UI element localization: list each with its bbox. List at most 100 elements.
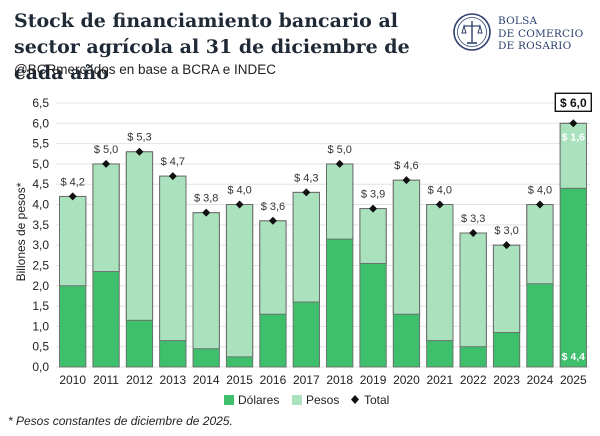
bar-dolares-2025 bbox=[560, 188, 587, 367]
legend-swatch-pesos bbox=[292, 395, 302, 405]
bcr-logo: BOLSA DE COMERCIO DE ROSARIO bbox=[452, 12, 592, 56]
y-tick-label: 1,0 bbox=[32, 319, 49, 333]
x-tick-label: 2023 bbox=[493, 373, 520, 387]
total-label-box-2025 bbox=[554, 92, 593, 113]
y-tick-label: 6,0 bbox=[32, 116, 49, 130]
bar-dolares-2016 bbox=[259, 314, 287, 367]
bar-pesos-2011 bbox=[92, 163, 120, 273]
logo-line-2: DE COMERCIO bbox=[498, 27, 584, 40]
bar-pesos-2022 bbox=[459, 232, 487, 348]
dolares-value-label-2025: $ 4,4 bbox=[562, 351, 586, 363]
bar-pesos-2020 bbox=[392, 179, 421, 315]
total-marker-2018 bbox=[335, 159, 344, 168]
stacked-bar-chart: 0,0 0,5 1,0 1,5 2,0 2,5 3,0 3,5 4,0 4,5 5,0 5,5 6,0 6… bbox=[14, 92, 593, 407]
x-tick-label: 2025 bbox=[560, 373, 587, 387]
footnote: * Pesos constantes de diciembre de 2025. bbox=[8, 414, 233, 428]
y-tick-label: 4,0 bbox=[32, 198, 49, 212]
y-tick-label: 5,5 bbox=[32, 137, 49, 151]
bar-layer bbox=[59, 122, 587, 368]
total-marker-2011 bbox=[102, 159, 111, 168]
total-label-2010: $ 4,2 bbox=[60, 176, 84, 188]
logo-line-1: BOLSA bbox=[498, 15, 538, 27]
total-label-2020: $ 4,6 bbox=[394, 160, 418, 172]
x-tick-label: 2020 bbox=[393, 373, 420, 387]
bar-dolares-2018 bbox=[326, 239, 353, 367]
bar-pesos-2017 bbox=[292, 191, 320, 303]
x-tick-label: 2017 bbox=[293, 373, 320, 387]
bar-pesos-2013 bbox=[159, 175, 187, 342]
x-tick-label: 2019 bbox=[360, 373, 387, 387]
bar-pesos-2016 bbox=[259, 220, 287, 315]
bar-dolares-2012 bbox=[126, 320, 153, 367]
total-marker-2014 bbox=[202, 208, 211, 217]
total-label-2023: $ 3,0 bbox=[494, 225, 518, 237]
chart-subtitle: @BCRmercados en base a BCRA e INDEC bbox=[14, 62, 277, 77]
total-label-2013: $ 4,7 bbox=[161, 156, 185, 168]
total-marker-2016 bbox=[268, 216, 277, 225]
bar-dolares-2022 bbox=[460, 346, 487, 367]
total-marker-2024 bbox=[535, 200, 544, 209]
legend-label-dolares: Dólares bbox=[238, 393, 279, 407]
pesos-value-label-2025: $ 1,6 bbox=[562, 131, 586, 143]
total-label-2015: $ 4,0 bbox=[227, 185, 251, 197]
total-marker-2017 bbox=[302, 188, 311, 197]
x-tick-label: 2015 bbox=[226, 373, 253, 387]
total-marker-2010 bbox=[68, 192, 77, 201]
legend: Dólares Pesos Total bbox=[224, 393, 389, 407]
bar-dolares-2020 bbox=[393, 314, 420, 367]
bar-pesos-2021 bbox=[426, 204, 454, 342]
total-label-2012: $ 5,3 bbox=[127, 132, 151, 144]
total-marker-2021 bbox=[435, 200, 444, 209]
y-tick-label: 3,5 bbox=[32, 218, 49, 232]
bar-dolares-2010 bbox=[59, 285, 86, 367]
total-marker-2020 bbox=[402, 176, 411, 185]
total-label-2011: $ 5,0 bbox=[94, 144, 118, 156]
bcr-logo-text: BOLSA DE COMERCIO DE ROSARIO bbox=[498, 15, 583, 53]
x-tick-label: 2013 bbox=[159, 373, 186, 387]
bar-pesos-2024 bbox=[526, 204, 554, 285]
total-label-2019: $ 3,9 bbox=[361, 189, 385, 201]
bar-dolares-2019 bbox=[359, 263, 387, 367]
x-tick-label: 2011 bbox=[93, 373, 119, 387]
total-marker-2015 bbox=[235, 200, 244, 209]
total-label-2016: $ 3,6 bbox=[261, 201, 285, 213]
total-marker-2022 bbox=[469, 228, 478, 237]
x-tick-label: 2010 bbox=[59, 373, 86, 387]
x-tick-label: 2014 bbox=[193, 373, 220, 387]
x-tick-label: 2012 bbox=[126, 373, 153, 387]
x-tick-label: 2018 bbox=[326, 373, 353, 387]
bar-dolares-2014 bbox=[193, 348, 220, 367]
bar-dolares-2021 bbox=[426, 340, 453, 367]
bar-dolares-2024 bbox=[526, 283, 554, 367]
total-marker-2025 bbox=[569, 119, 578, 128]
y-tick-label: 1,5 bbox=[32, 299, 49, 313]
bar-pesos-2010 bbox=[59, 195, 87, 287]
legend-swatch-dolares bbox=[224, 395, 234, 405]
total-label-2025: $ 6,0 bbox=[560, 96, 587, 110]
total-label-2021: $ 4,0 bbox=[428, 185, 452, 197]
legend-swatch-total bbox=[351, 395, 359, 404]
total-label-2022: $ 3,3 bbox=[461, 213, 485, 225]
total-label-2024: $ 4,0 bbox=[528, 185, 552, 197]
y-axis-title: Billones de pesos* bbox=[14, 182, 28, 281]
bar-pesos-2015 bbox=[225, 204, 254, 358]
y-tick-label: 4,5 bbox=[32, 177, 49, 191]
bar-dolares-2017 bbox=[293, 302, 320, 367]
x-tick-label: 2022 bbox=[460, 373, 487, 387]
logo-line-3: DE ROSARIO bbox=[498, 40, 572, 52]
x-tick-label: 2024 bbox=[527, 373, 554, 387]
bar-dolares-2015 bbox=[226, 356, 253, 367]
label-layer: $ 4,2 2010 $ 5,0 2011 $ 5,3 2012 $ 4,7 2013 $ 3,… bbox=[59, 92, 593, 387]
bar-dolares-2023 bbox=[493, 332, 520, 367]
bar-pesos-2023 bbox=[492, 244, 521, 333]
bcr-seal-icon bbox=[453, 13, 491, 51]
total-label-2014: $ 3,8 bbox=[194, 193, 218, 205]
bar-pesos-2018 bbox=[326, 163, 354, 240]
y-tick-label: 3,0 bbox=[32, 238, 49, 252]
total-marker-2013 bbox=[168, 172, 177, 181]
x-tick-label: 2016 bbox=[260, 373, 287, 387]
bar-dolares-2013 bbox=[159, 340, 186, 367]
bar-pesos-2012 bbox=[125, 151, 154, 321]
legend-label-pesos: Pesos bbox=[306, 393, 339, 407]
total-marker-2023 bbox=[502, 241, 511, 250]
